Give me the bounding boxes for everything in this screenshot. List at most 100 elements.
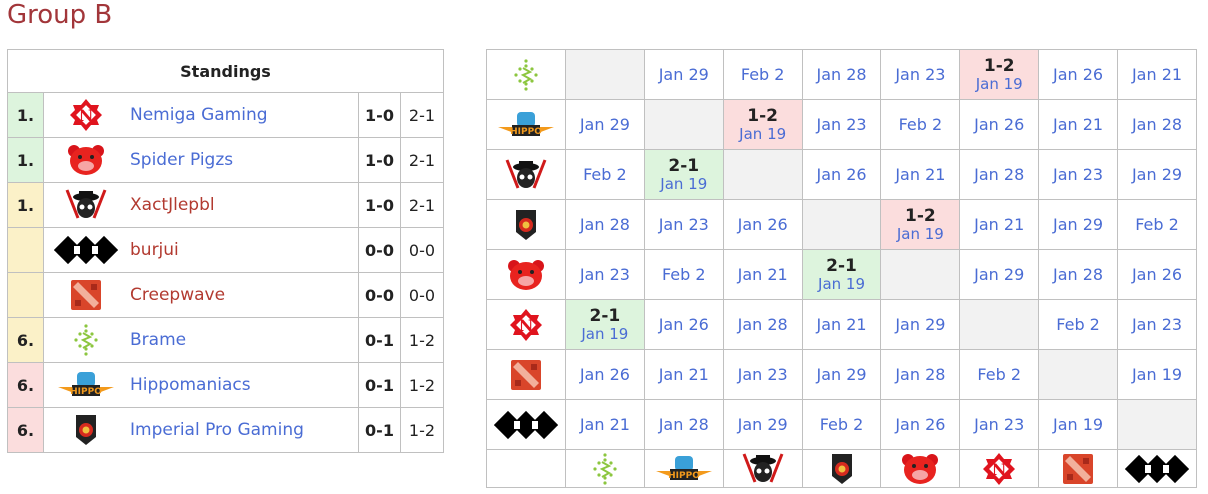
nemiga-logo-icon[interactable]: N [982, 452, 1016, 485]
brame-logo-icon[interactable] [511, 58, 541, 91]
row-team-logo[interactable] [486, 149, 566, 200]
column-team-logo[interactable] [722, 449, 803, 488]
match-date-cell[interactable]: Jan 26 [959, 99, 1040, 150]
hippo-logo-icon[interactable]: HIPPO [58, 372, 114, 397]
match-date[interactable]: Jan 19 [818, 274, 866, 293]
row-team-logo[interactable]: HIPPO [486, 99, 566, 150]
match-date-cell[interactable]: Jan 23 [564, 249, 645, 300]
match-result-cell[interactable]: 2-1 Jan 19 [564, 299, 645, 350]
pig-logo-icon[interactable] [901, 453, 939, 484]
burjui-logo-icon[interactable] [1124, 454, 1189, 483]
brame-logo-icon[interactable] [590, 452, 620, 485]
team-logo[interactable] [43, 317, 128, 363]
row-team-logo[interactable] [486, 199, 566, 250]
match-date-cell[interactable]: Feb 2 [801, 399, 882, 450]
match-date-cell[interactable]: Jan 23 [722, 349, 803, 400]
match-date[interactable]: Jan 19 [581, 324, 629, 343]
match-date-cell[interactable]: Jan 29 [643, 49, 724, 100]
nemiga-logo-icon[interactable]: N [509, 308, 543, 341]
column-team-logo[interactable] [564, 449, 645, 488]
match-date-cell[interactable]: Jan 28 [959, 149, 1040, 200]
match-date-cell[interactable]: Jan 23 [801, 99, 882, 150]
match-date-cell[interactable]: Jan 28 [801, 49, 882, 100]
team-name-link[interactable]: Creepwave [128, 272, 359, 318]
imperial-logo-icon[interactable] [514, 209, 538, 240]
pig-logo-icon[interactable] [507, 259, 545, 290]
team-logo[interactable] [43, 227, 128, 273]
match-result-cell[interactable]: 2-1 Jan 19 [643, 149, 724, 200]
match-date-cell[interactable]: Jan 21 [1116, 49, 1198, 100]
team-logo[interactable]: HIPPO [43, 362, 128, 408]
match-result-cell[interactable]: 1-2 Jan 19 [722, 99, 803, 150]
team-name-link[interactable]: Brame [128, 317, 359, 363]
row-team-logo[interactable] [486, 49, 566, 100]
burjui-logo-icon[interactable] [493, 410, 558, 439]
column-team-logo[interactable]: HIPPO [643, 449, 724, 488]
match-date-cell[interactable]: Jan 29 [880, 299, 961, 350]
match-date[interactable]: Jan 19 [739, 124, 787, 143]
match-date-cell[interactable]: Jan 29 [959, 249, 1040, 300]
match-date[interactable]: Jan 19 [975, 74, 1023, 93]
match-date-cell[interactable]: Jan 21 [880, 149, 961, 200]
match-result-cell[interactable]: 1-2 Jan 19 [880, 199, 961, 250]
match-date-cell[interactable]: Jan 26 [880, 399, 961, 450]
match-date-cell[interactable]: Jan 23 [1116, 299, 1198, 350]
team-logo[interactable] [43, 137, 128, 183]
match-date-cell[interactable]: Jan 29 [1116, 149, 1198, 200]
column-team-logo[interactable]: N [959, 449, 1040, 488]
row-team-logo[interactable] [486, 399, 566, 450]
column-team-logo[interactable] [1038, 449, 1118, 488]
match-date-cell[interactable]: Jan 28 [722, 299, 803, 350]
match-result-cell[interactable]: 1-2 Jan 19 [959, 49, 1040, 100]
match-date-cell[interactable]: Jan 26 [643, 299, 724, 350]
match-date-cell[interactable]: Jan 21 [722, 249, 803, 300]
team-name-link[interactable]: XactJlepbl [128, 182, 359, 228]
burjui-logo-icon[interactable] [54, 235, 118, 265]
team-logo[interactable] [43, 182, 128, 228]
match-date-cell[interactable]: Jan 28 [880, 349, 961, 400]
hippo-logo-icon[interactable]: HIPPO [655, 455, 712, 481]
brame-logo-icon[interactable] [71, 324, 101, 356]
column-team-logo[interactable] [880, 449, 961, 488]
dota-logo-icon[interactable] [510, 359, 542, 390]
match-date-cell[interactable]: Feb 2 [1038, 299, 1118, 350]
pig-logo-icon[interactable] [67, 145, 105, 175]
column-team-logo[interactable] [801, 449, 882, 488]
match-date-cell[interactable]: Jan 29 [1038, 199, 1118, 250]
match-date-cell[interactable]: Jan 29 [722, 399, 803, 450]
row-team-logo[interactable]: N [486, 299, 566, 350]
match-date-cell[interactable]: Jan 21 [643, 349, 724, 400]
skull-logo-icon[interactable] [741, 452, 785, 483]
row-team-logo[interactable] [486, 349, 566, 400]
imperial-logo-icon[interactable] [74, 415, 98, 445]
match-date-cell[interactable]: Feb 2 [1116, 199, 1198, 250]
match-date-cell[interactable]: Jan 29 [564, 99, 645, 150]
team-logo[interactable] [43, 272, 128, 318]
team-logo[interactable]: N [43, 92, 128, 138]
team-logo[interactable] [43, 407, 128, 453]
match-date-cell[interactable]: Jan 19 [1038, 399, 1118, 450]
match-date[interactable]: Jan 19 [896, 224, 944, 243]
team-name-link[interactable]: Spider Pigzs [128, 137, 359, 183]
dota-logo-icon[interactable] [1062, 453, 1094, 484]
match-date-cell[interactable]: Jan 23 [643, 199, 724, 250]
match-date-cell[interactable]: Jan 28 [1038, 249, 1118, 300]
team-name-link[interactable]: Hippomaniacs [128, 362, 359, 408]
match-date-cell[interactable]: Jan 26 [1038, 49, 1118, 100]
match-date-cell[interactable]: Jan 26 [1116, 249, 1198, 300]
team-name-link[interactable]: Nemiga Gaming [128, 92, 359, 138]
match-date-cell[interactable]: Jan 28 [1116, 99, 1198, 150]
match-date-cell[interactable]: Jan 19 [1116, 349, 1198, 400]
match-date-cell[interactable]: Jan 21 [564, 399, 645, 450]
match-date-cell[interactable]: Feb 2 [564, 149, 645, 200]
match-date-cell[interactable]: Jan 21 [1038, 99, 1118, 150]
row-team-logo[interactable] [486, 249, 566, 300]
match-date-cell[interactable]: Feb 2 [643, 249, 724, 300]
match-date-cell[interactable]: Jan 21 [801, 299, 882, 350]
match-date-cell[interactable]: Jan 23 [959, 399, 1040, 450]
match-date-cell[interactable]: Feb 2 [880, 99, 961, 150]
match-date-cell[interactable]: Jan 21 [959, 199, 1040, 250]
match-date-cell[interactable]: Jan 29 [801, 349, 882, 400]
column-team-logo[interactable] [1116, 449, 1198, 488]
hippo-logo-icon[interactable]: HIPPO [497, 111, 554, 137]
